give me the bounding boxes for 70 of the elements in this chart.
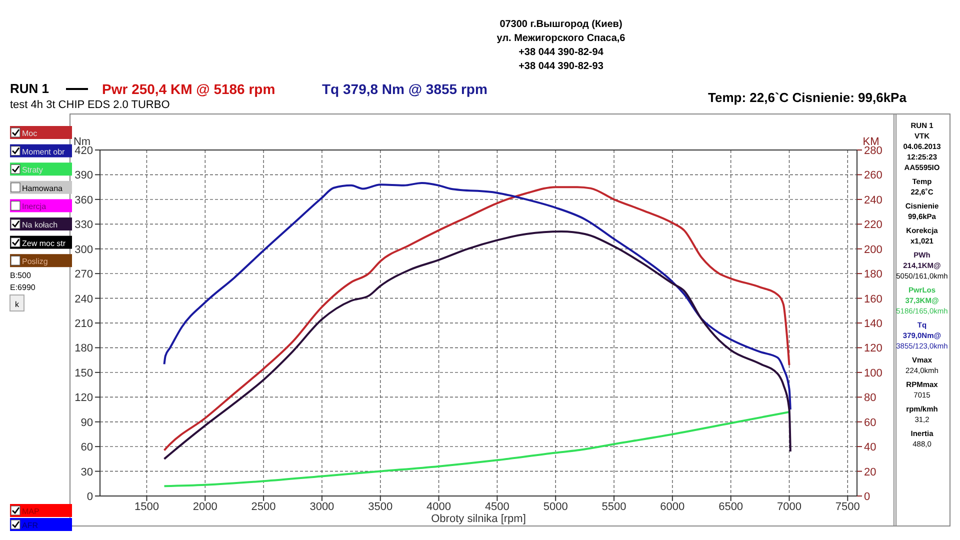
x-tick-label: 7500 bbox=[835, 501, 860, 513]
y-tick-label: 420 bbox=[74, 145, 93, 157]
text: MAP bbox=[22, 507, 40, 516]
x-tick-label: 2500 bbox=[251, 501, 276, 513]
x-tick-label: 4000 bbox=[426, 501, 452, 513]
line-series bbox=[163, 410, 790, 488]
text: Zew moc str bbox=[22, 238, 66, 248]
y-tick-label: 30 bbox=[80, 466, 93, 478]
y-tick-label: 210 bbox=[74, 318, 93, 330]
chart-title: Pwr 250,4 KM @ 5186 rpm bbox=[102, 81, 276, 97]
x-tick-label: 2000 bbox=[192, 501, 218, 513]
text: Moment obr bbox=[22, 147, 66, 156]
text: +38 044 390-82-93 bbox=[518, 61, 604, 72]
text: Moc bbox=[22, 129, 38, 138]
text: Na kołach bbox=[22, 220, 58, 230]
y-tick-label: 360 bbox=[74, 194, 93, 206]
y-tick-label: 150 bbox=[74, 367, 93, 380]
line-series bbox=[163, 186, 790, 452]
y2-tick-label: 280 bbox=[864, 145, 882, 157]
text: B:500 bbox=[10, 271, 32, 280]
text: 07300 г.Вышгород (Киев) bbox=[500, 19, 622, 30]
text: +38 044 390-82-94 bbox=[518, 47, 604, 58]
y2-tick-label: 140 bbox=[864, 318, 882, 330]
text: Poslizg bbox=[22, 257, 48, 266]
text: AFR bbox=[22, 521, 38, 530]
x-tick-label: 5500 bbox=[602, 501, 626, 513]
x-tick-label: 6000 bbox=[660, 501, 685, 513]
y-tick-label: 330 bbox=[74, 219, 93, 232]
text: Inercja bbox=[22, 202, 47, 212]
line-series bbox=[163, 230, 792, 460]
y2-tick-label: 80 bbox=[864, 392, 876, 404]
y-tick-label: 90 bbox=[80, 416, 93, 429]
y2-tick-label: 220 bbox=[864, 219, 882, 232]
line-series bbox=[163, 182, 792, 410]
y2-tick-label: 180 bbox=[864, 268, 882, 281]
x-tick-label: 4500 bbox=[484, 501, 510, 513]
y-tick-label: 300 bbox=[74, 244, 93, 256]
text: E:6990 bbox=[10, 283, 36, 292]
y-tick-label: 240 bbox=[74, 293, 93, 306]
y-tick-label: 390 bbox=[74, 170, 93, 182]
x-tick-label: 1500 bbox=[134, 501, 159, 513]
x-tick-label: 3000 bbox=[310, 501, 334, 513]
y2-tick-label: 20 bbox=[864, 466, 876, 478]
text: RUN 1 bbox=[10, 81, 50, 96]
y2-tick-label: 60 bbox=[864, 416, 876, 429]
x-tick-label: 3500 bbox=[368, 501, 393, 513]
y2-tick-label: 160 bbox=[864, 293, 882, 306]
y-tick-label: 60 bbox=[80, 442, 93, 454]
y2-tick-label: 100 bbox=[864, 367, 882, 380]
chart-subtitle: Tq 379,8 Nm @ 3855 rpm bbox=[322, 81, 488, 97]
x-tick-label: 6500 bbox=[718, 501, 744, 513]
text: Straty bbox=[22, 166, 43, 175]
y-tick-label: 120 bbox=[74, 392, 93, 404]
x-tick-label: 5000 bbox=[543, 501, 568, 513]
x-axis-title: Obroty silnika [rpm] bbox=[431, 513, 526, 525]
button: k bbox=[10, 294, 24, 312]
y2-tick-label: 40 bbox=[864, 442, 876, 454]
y2-tick-label: 0 bbox=[864, 491, 870, 503]
text: Hamowana bbox=[22, 184, 64, 193]
y2-tick-label: 240 bbox=[864, 194, 882, 206]
text: test 4h 3t CHIP EDS 2.0 TURBO bbox=[10, 99, 170, 111]
x-tick-label: 7000 bbox=[777, 501, 802, 513]
text: ул. Межигорского Спаса,6 bbox=[496, 33, 626, 44]
y2-tick-label: 200 bbox=[864, 244, 882, 256]
y-tick-label: 180 bbox=[74, 342, 93, 355]
y2-tick-label: 260 bbox=[864, 170, 882, 182]
text: Temp: 22,6`C Cisnienie: 99,6kPa bbox=[708, 90, 908, 105]
y2-tick-label: 120 bbox=[864, 342, 882, 355]
y-tick-label: 0 bbox=[86, 491, 93, 503]
y-tick-label: 270 bbox=[74, 268, 93, 281]
